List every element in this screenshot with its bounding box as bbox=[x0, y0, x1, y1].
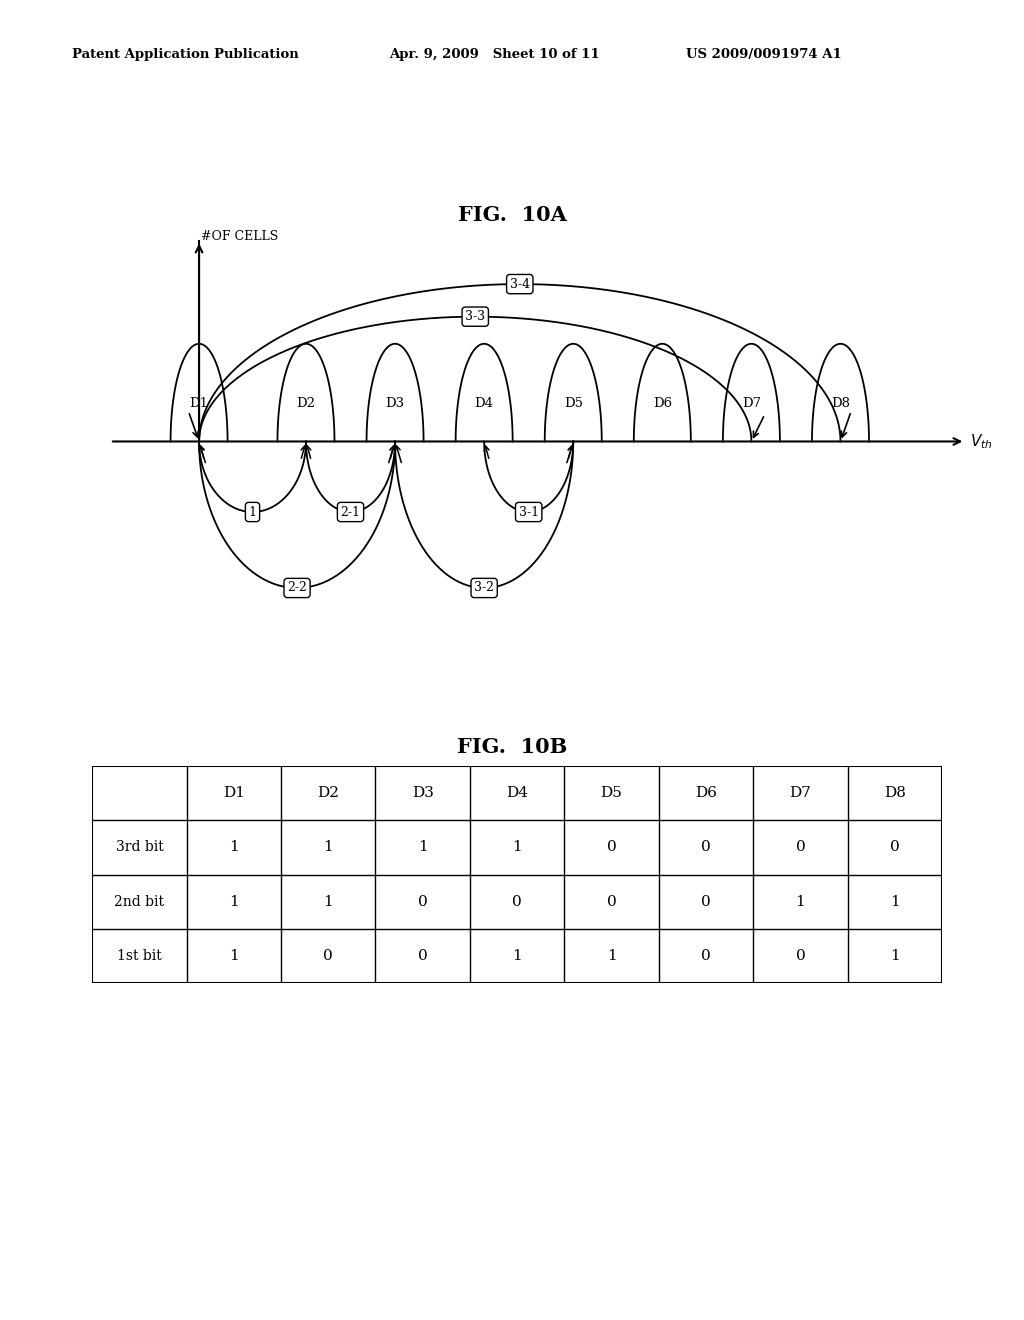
Text: 3-2: 3-2 bbox=[474, 582, 495, 594]
Text: 1: 1 bbox=[229, 841, 239, 854]
Text: D2: D2 bbox=[317, 785, 339, 800]
Text: 1st bit: 1st bit bbox=[117, 949, 162, 964]
Text: 3rd bit: 3rd bit bbox=[116, 841, 163, 854]
Text: 0: 0 bbox=[701, 949, 711, 964]
Text: 1: 1 bbox=[229, 949, 239, 964]
Text: D7: D7 bbox=[741, 397, 761, 411]
Text: 2-2: 2-2 bbox=[287, 582, 307, 594]
Text: 1: 1 bbox=[512, 949, 522, 964]
Text: D8: D8 bbox=[884, 785, 906, 800]
Text: D6: D6 bbox=[695, 785, 717, 800]
Text: 1: 1 bbox=[890, 949, 900, 964]
Text: 0: 0 bbox=[418, 895, 428, 908]
Text: D1: D1 bbox=[189, 397, 209, 411]
Text: D4: D4 bbox=[506, 785, 528, 800]
Text: #OF CELLS: #OF CELLS bbox=[201, 230, 279, 243]
Text: D5: D5 bbox=[564, 397, 583, 411]
Text: 0: 0 bbox=[701, 841, 711, 854]
Text: D2: D2 bbox=[297, 397, 315, 411]
Text: 0: 0 bbox=[796, 949, 805, 964]
Text: $V_{th}$: $V_{th}$ bbox=[970, 432, 992, 451]
Text: 3-3: 3-3 bbox=[465, 310, 485, 323]
Text: 1: 1 bbox=[249, 506, 257, 519]
Text: D4: D4 bbox=[475, 397, 494, 411]
Text: 1: 1 bbox=[796, 895, 805, 908]
Text: 1: 1 bbox=[324, 895, 333, 908]
Text: D5: D5 bbox=[601, 785, 623, 800]
Text: Patent Application Publication: Patent Application Publication bbox=[72, 48, 298, 61]
Text: 0: 0 bbox=[606, 895, 616, 908]
Text: 1: 1 bbox=[512, 841, 522, 854]
Text: US 2009/0091974 A1: US 2009/0091974 A1 bbox=[686, 48, 842, 61]
Text: 1: 1 bbox=[418, 841, 428, 854]
Text: 1: 1 bbox=[890, 895, 900, 908]
Text: 2nd bit: 2nd bit bbox=[115, 895, 165, 908]
Text: D8: D8 bbox=[831, 397, 850, 411]
Text: 1: 1 bbox=[324, 841, 333, 854]
Text: D3: D3 bbox=[412, 785, 433, 800]
Text: D3: D3 bbox=[385, 397, 404, 411]
Text: 1: 1 bbox=[606, 949, 616, 964]
Text: D6: D6 bbox=[652, 397, 672, 411]
Text: 0: 0 bbox=[512, 895, 522, 908]
Text: FIG.  10A: FIG. 10A bbox=[458, 205, 566, 224]
Text: 0: 0 bbox=[606, 841, 616, 854]
Text: 3-4: 3-4 bbox=[510, 277, 529, 290]
Text: 0: 0 bbox=[701, 895, 711, 908]
Text: 0: 0 bbox=[796, 841, 805, 854]
Text: D7: D7 bbox=[790, 785, 811, 800]
Text: 3-1: 3-1 bbox=[518, 506, 539, 519]
Text: 1: 1 bbox=[229, 895, 239, 908]
Text: 0: 0 bbox=[890, 841, 900, 854]
Text: D1: D1 bbox=[223, 785, 245, 800]
Text: 0: 0 bbox=[418, 949, 428, 964]
Text: 2-1: 2-1 bbox=[341, 506, 360, 519]
Text: FIG.  10B: FIG. 10B bbox=[457, 737, 567, 756]
Text: Apr. 9, 2009   Sheet 10 of 11: Apr. 9, 2009 Sheet 10 of 11 bbox=[389, 48, 600, 61]
Text: 0: 0 bbox=[324, 949, 333, 964]
